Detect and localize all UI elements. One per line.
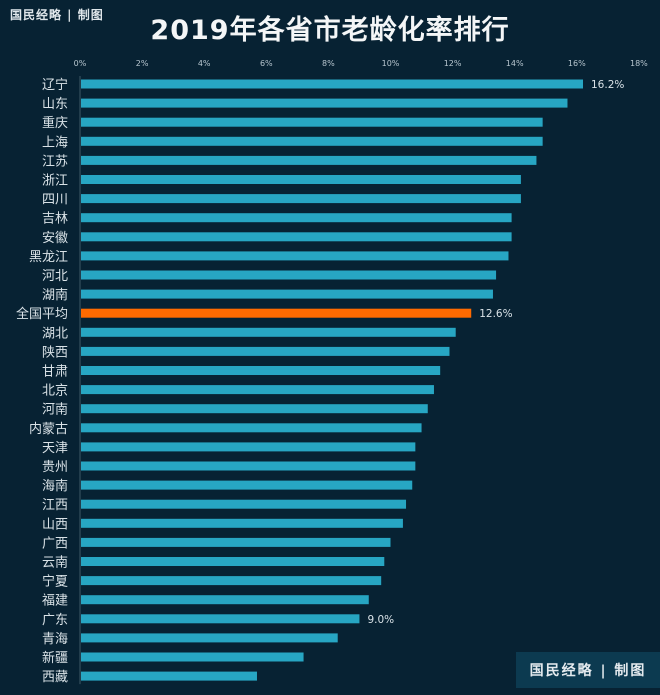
bar bbox=[81, 232, 512, 242]
bar bbox=[81, 671, 257, 681]
bar bbox=[81, 499, 407, 509]
category-label: 青海 bbox=[42, 632, 68, 647]
x-tick-label: 2% bbox=[136, 59, 149, 68]
bar-national-average bbox=[81, 308, 472, 318]
bar bbox=[81, 366, 441, 375]
x-tick-label: 8% bbox=[322, 59, 335, 68]
category-label: 全国平均 bbox=[16, 306, 68, 322]
x-tick-label: 0% bbox=[74, 59, 87, 68]
bar bbox=[81, 537, 391, 547]
bar bbox=[81, 251, 509, 261]
category-label: 重庆 bbox=[42, 115, 68, 131]
bar bbox=[81, 518, 403, 528]
category-label: 广西 bbox=[42, 536, 68, 551]
bar bbox=[81, 327, 456, 337]
x-axis-ticks: 0% 2% 4% 6% 8% 10% 12% 14% 16% 18% bbox=[74, 59, 649, 68]
bar bbox=[81, 270, 497, 280]
bar bbox=[81, 614, 360, 624]
bar bbox=[81, 404, 428, 414]
watermark-top: 国民经略 | 制图 bbox=[10, 8, 104, 22]
x-tick-label: 18% bbox=[630, 59, 648, 68]
bar bbox=[81, 633, 338, 643]
data-label: 9.0% bbox=[367, 614, 394, 626]
bar bbox=[81, 289, 493, 299]
category-label: 新疆 bbox=[42, 650, 68, 666]
bar bbox=[81, 557, 385, 566]
bar bbox=[81, 175, 521, 184]
category-label: 福建 bbox=[42, 594, 68, 609]
x-tick-label: 16% bbox=[568, 59, 586, 68]
category-label: 四川 bbox=[42, 193, 68, 208]
category-label: 海南 bbox=[42, 478, 68, 494]
category-label: 安徽 bbox=[42, 231, 68, 246]
category-label: 河北 bbox=[42, 269, 68, 284]
category-label: 广东 bbox=[42, 613, 68, 628]
category-label: 吉林 bbox=[42, 212, 68, 227]
bar bbox=[81, 117, 543, 127]
bar bbox=[81, 213, 512, 223]
category-label: 陕西 bbox=[42, 345, 68, 360]
x-tick-label: 4% bbox=[198, 59, 211, 68]
bar bbox=[81, 136, 543, 146]
category-label: 湖北 bbox=[42, 326, 68, 341]
category-label: 山西 bbox=[42, 517, 68, 532]
category-label: 内蒙古 bbox=[29, 421, 68, 437]
category-label: 辽宁 bbox=[42, 77, 68, 93]
bar bbox=[81, 346, 450, 356]
bar bbox=[81, 423, 422, 433]
bar bbox=[81, 98, 568, 108]
bar bbox=[81, 385, 434, 395]
category-label: 云南 bbox=[42, 555, 68, 571]
x-tick-label: 6% bbox=[260, 59, 273, 68]
category-label: 江西 bbox=[42, 498, 68, 513]
bar bbox=[81, 155, 537, 165]
category-label: 甘肃 bbox=[42, 365, 68, 380]
bar bbox=[81, 595, 369, 605]
bar bbox=[81, 576, 382, 586]
category-label: 湖南 bbox=[42, 287, 68, 303]
bar bbox=[81, 79, 584, 89]
x-tick-label: 10% bbox=[382, 59, 400, 68]
category-label: 贵州 bbox=[42, 460, 68, 475]
category-label: 山东 bbox=[42, 97, 68, 112]
bar bbox=[81, 652, 304, 662]
chart-title: 2019年各省市老龄化率排行 bbox=[150, 15, 510, 46]
data-label: 16.2% bbox=[591, 79, 624, 91]
data-label: 12.6% bbox=[479, 308, 512, 320]
x-tick-label: 12% bbox=[444, 59, 462, 68]
category-label: 宁夏 bbox=[42, 574, 68, 590]
category-label: 河南 bbox=[42, 402, 68, 418]
category-label: 江苏 bbox=[42, 153, 68, 169]
category-label: 西藏 bbox=[42, 670, 68, 685]
bar bbox=[81, 480, 413, 490]
category-label: 黑龙江 bbox=[29, 250, 68, 265]
x-tick-label: 14% bbox=[506, 59, 524, 68]
bar bbox=[81, 442, 416, 452]
bar bbox=[81, 461, 416, 471]
category-label: 上海 bbox=[42, 135, 68, 150]
category-label: 北京 bbox=[42, 384, 68, 399]
watermark-bottom: 国民经略 | 制图 bbox=[516, 652, 660, 688]
category-label: 天津 bbox=[42, 441, 68, 456]
bar bbox=[81, 194, 521, 204]
category-label: 浙江 bbox=[42, 174, 68, 189]
